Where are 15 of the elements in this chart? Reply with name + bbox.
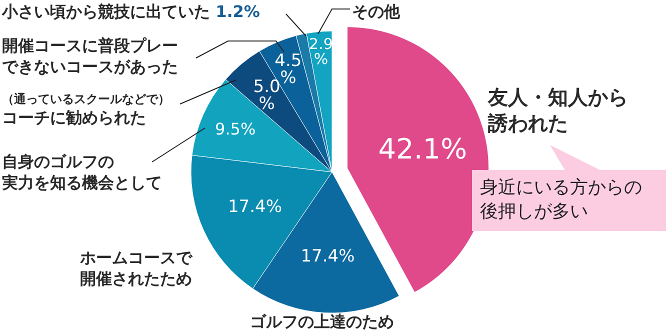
text: 身近にいる方からの後押しが多い: [472, 170, 666, 231]
slice-label: 小さい頃から競技に出ていた: [2, 2, 210, 21]
data-label: 42.1%: [378, 132, 468, 166]
slice-label: ゴルフの上達のため: [250, 312, 394, 333]
slice-label: ホームコースで開催されたため: [80, 248, 192, 290]
slice-label: その他: [352, 2, 400, 23]
slice-label: 自身のゴルフの実力を知る機会として: [2, 152, 162, 194]
slice-label: 開催コースに普段プレーできないコースがあった: [2, 36, 178, 78]
data-label: 17.4%: [228, 197, 282, 218]
slice-label: （通っているスクールなどで）コーチに勧められた: [2, 92, 170, 128]
slice-label: 友人・知人から誘われた: [488, 84, 628, 136]
data-label: 2.9%: [309, 35, 333, 68]
data-label: 17.4%: [300, 246, 355, 266]
data-label: 9.5%: [215, 120, 256, 139]
data-label: 1.2%: [214, 2, 260, 21]
